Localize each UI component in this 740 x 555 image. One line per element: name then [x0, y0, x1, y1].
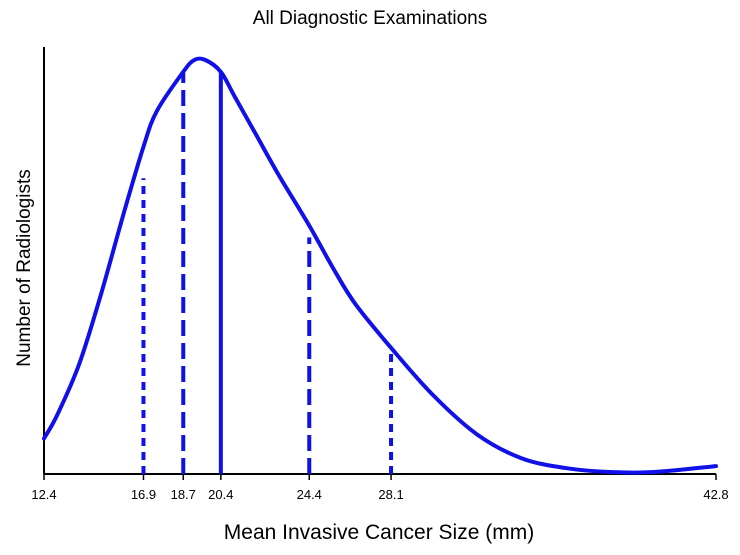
x-tick-label: 28.1 — [378, 487, 403, 502]
x-axis-label: Mean Invasive Cancer Size (mm) — [223, 521, 535, 544]
density-curve — [42, 56, 718, 475]
chart-title: All Diagnostic Examinations — [252, 8, 488, 29]
x-tick-label: 16.9 — [131, 487, 156, 502]
x-tick-label: 24.4 — [297, 487, 322, 502]
x-tick-label: 18.7 — [171, 487, 196, 502]
x-tick-label: 20.4 — [208, 487, 233, 502]
x-tick-label: 12.4 — [31, 487, 56, 502]
x-tick-label: 42.8 — [703, 487, 728, 502]
